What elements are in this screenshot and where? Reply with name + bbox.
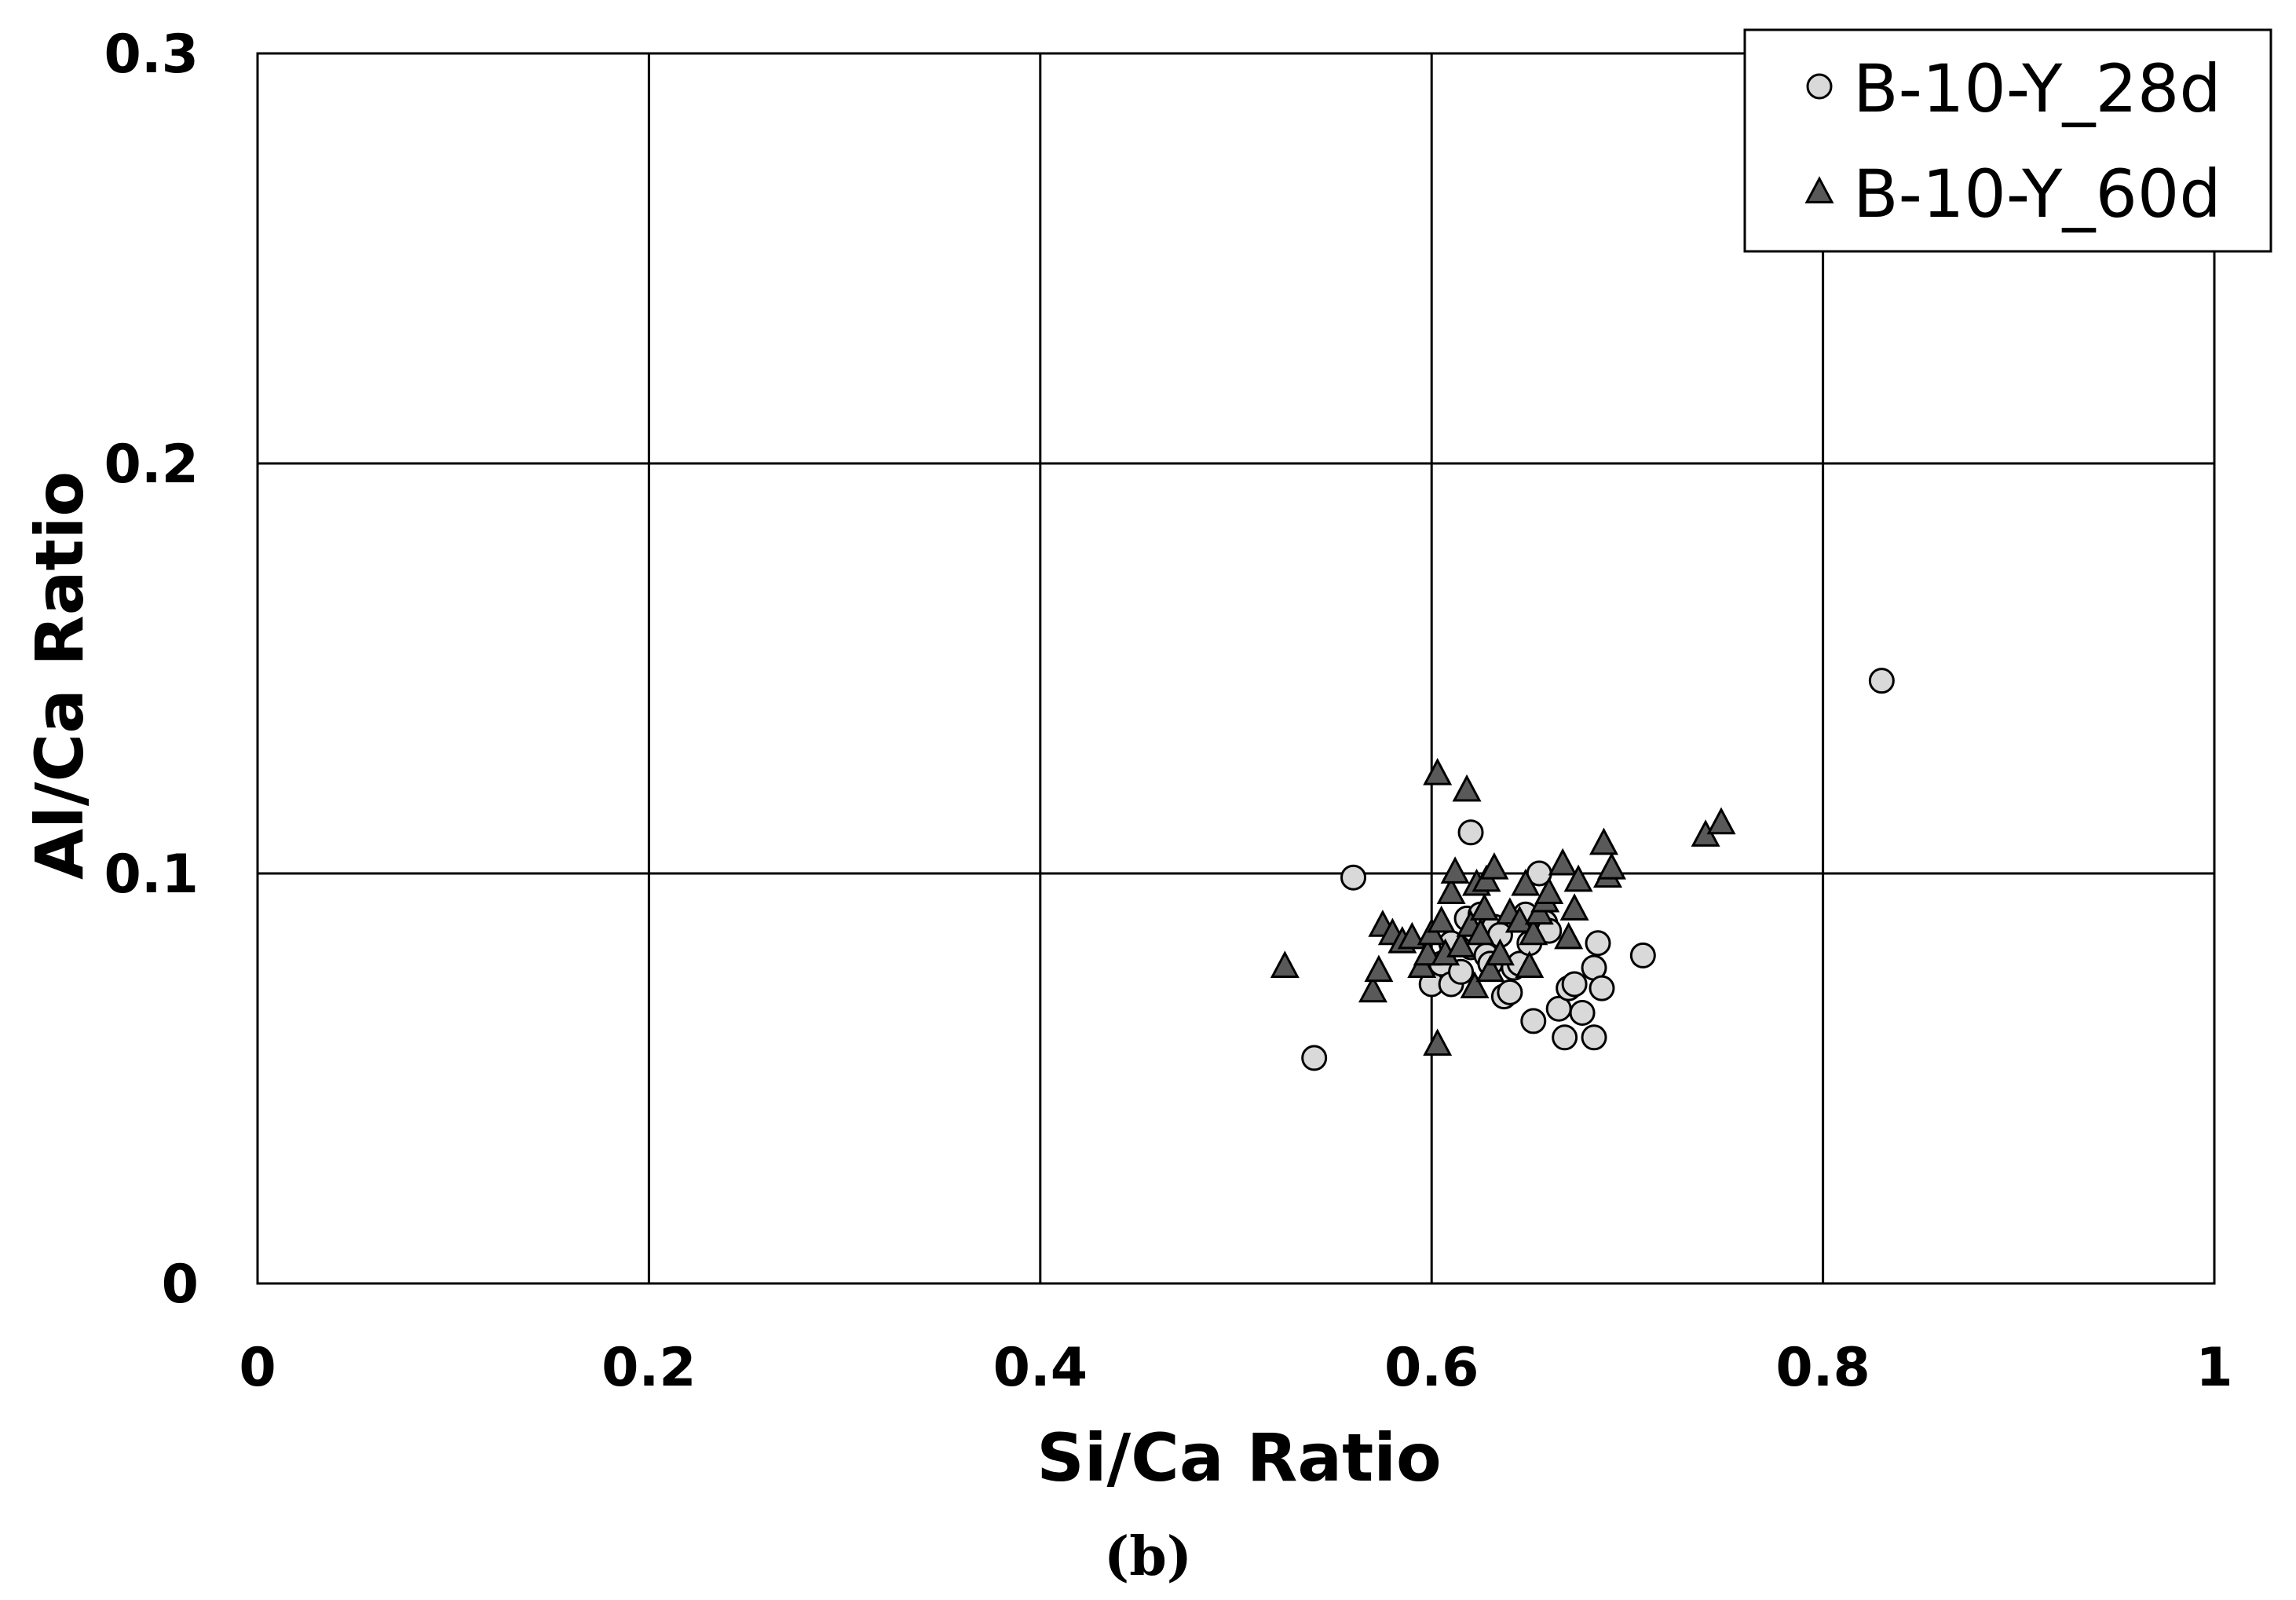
data-point-triangle — [1504, 905, 1534, 933]
data-point-circle — [1340, 864, 1367, 891]
data-point-triangle — [1364, 954, 1394, 983]
data-point-triangle — [1469, 893, 1499, 921]
data-point-triangle — [1559, 893, 1589, 921]
data-point-triangle — [1358, 975, 1387, 1003]
y-axis-title: Al/Ca Ratio — [21, 471, 98, 880]
data-point-triangle — [1413, 938, 1442, 966]
legend-box — [1743, 28, 2272, 253]
data-point-circle — [1520, 1008, 1547, 1034]
data-points — [1270, 668, 1895, 1071]
legend: B-10-Y_28d B-10-Y_60d — [1743, 28, 2272, 253]
x-tick-label: 0.2 — [601, 1337, 696, 1399]
y-tick-labels: 0 0.1 0.2 0.3 — [104, 24, 199, 1316]
y-tick-label: 0.1 — [104, 844, 199, 906]
data-point-circle — [1569, 999, 1596, 1026]
x-axis-title: Si/Ca Ratio — [1036, 1419, 1442, 1496]
data-point-triangle — [1515, 950, 1545, 978]
data-point-triangle — [1554, 921, 1584, 950]
data-point-circle — [1868, 668, 1895, 694]
data-point-triangle — [1511, 868, 1541, 896]
data-point-circle — [1581, 1024, 1607, 1051]
data-point-triangle — [1440, 856, 1470, 884]
data-point-circle — [1497, 979, 1523, 1005]
data-point-triangle — [1548, 848, 1578, 876]
data-point-triangle — [1423, 1028, 1453, 1056]
data-point-triangle — [1423, 757, 1453, 785]
data-point-triangle — [1706, 807, 1736, 835]
data-point-triangle — [1427, 905, 1457, 933]
legend-marker-circle — [1806, 73, 1833, 100]
data-point-triangle — [1452, 774, 1482, 802]
legend-label-28d: B-10-Y_28d — [1853, 50, 2221, 127]
data-point-triangle — [1270, 950, 1300, 978]
data-point-circle — [1301, 1045, 1328, 1071]
data-point-triangle — [1519, 917, 1548, 946]
data-point-triangle — [1466, 917, 1495, 946]
data-point-triangle — [1563, 864, 1593, 892]
legend-label-60d: B-10-Y_60d — [1853, 156, 2221, 232]
data-point-triangle — [1485, 938, 1515, 966]
data-point-triangle — [1460, 971, 1490, 999]
x-tick-labels: 0 0.2 0.4 0.6 0.8 1 — [239, 1337, 2232, 1399]
data-point-circle — [1585, 930, 1611, 957]
x-tick-label: 0.4 — [993, 1337, 1088, 1399]
legend-marker-triangle — [1804, 176, 1834, 203]
plot-area-frame — [256, 52, 2216, 1285]
legend-triangle-marker — [1804, 176, 1834, 203]
data-point-triangle — [1479, 851, 1509, 880]
data-point-triangle — [1596, 851, 1626, 880]
data-point-circle — [1629, 942, 1656, 968]
data-point-triangle — [1589, 827, 1618, 855]
data-point-triangle — [1475, 954, 1505, 983]
y-tick-label: 0.3 — [104, 24, 199, 86]
legend-circle-marker — [1806, 73, 1833, 100]
data-point-circle — [1589, 975, 1615, 1001]
y-tick-label: 0 — [162, 1254, 199, 1316]
x-tick-label: 1 — [2195, 1337, 2232, 1399]
x-tick-label: 0.8 — [1775, 1337, 1870, 1399]
data-point-circle — [1457, 819, 1484, 846]
x-tick-label: 0.6 — [1384, 1337, 1479, 1399]
y-tick-label: 0.2 — [104, 434, 199, 496]
figure-caption: (b) — [1104, 1525, 1192, 1588]
data-point-circle — [1561, 971, 1588, 998]
x-tick-label: 0 — [239, 1337, 276, 1399]
data-point-triangle — [1436, 877, 1466, 904]
data-point-circle — [1552, 1024, 1578, 1051]
data-point-triangle — [1397, 921, 1427, 950]
data-point-triangle — [1534, 877, 1564, 904]
data-point-circle — [1448, 958, 1475, 985]
